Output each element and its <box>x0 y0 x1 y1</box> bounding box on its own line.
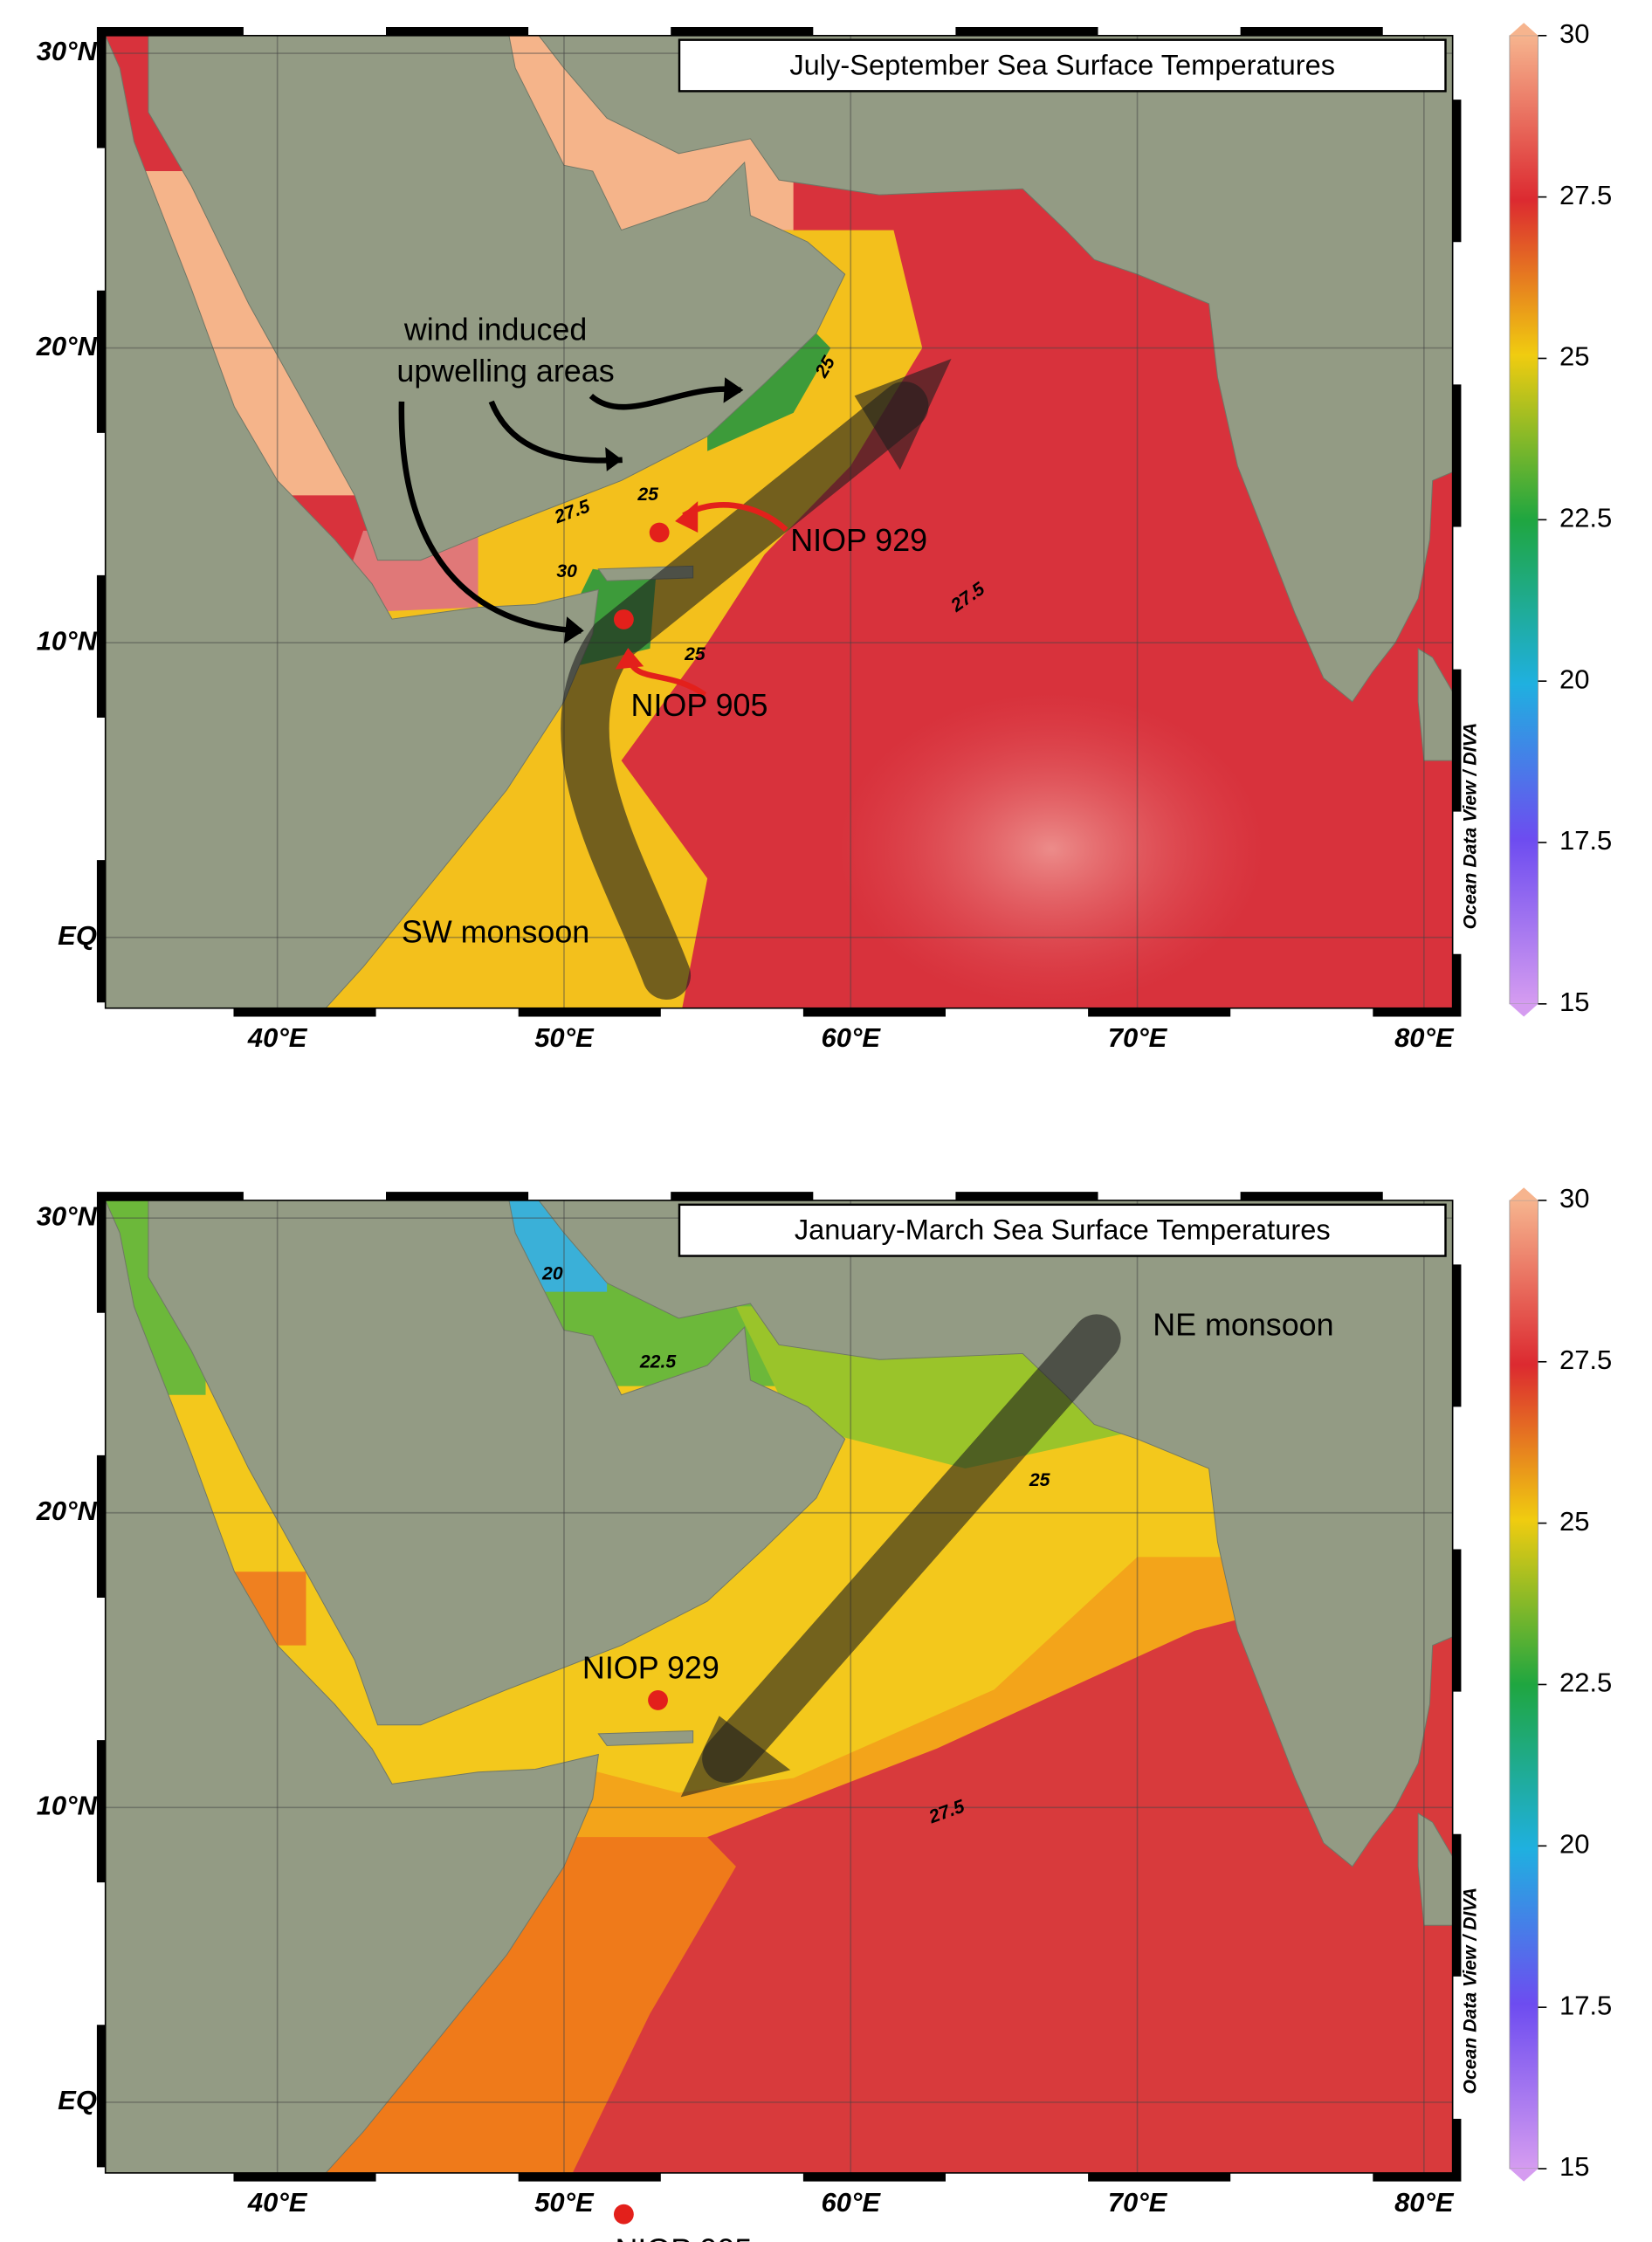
colorbar-label: 17.5 <box>1559 825 1612 856</box>
lon-label: 60°E <box>821 2187 881 2218</box>
colorbar-end <box>1509 23 1538 36</box>
contour-label: 25 <box>684 644 706 664</box>
land <box>1417 648 1453 761</box>
annotation-arrowhead <box>563 616 584 644</box>
lat-label: 10°N <box>37 1791 98 1821</box>
land <box>1417 1812 1453 1926</box>
annotation-arrow <box>589 386 741 410</box>
map-panel: 30°N 20°N 10°N EQ 40°E 50°E 60°E 70°E 80°E Januar… <box>36 1183 1613 2242</box>
monsoon-arrow <box>561 382 929 1000</box>
monsoon-arrowhead <box>854 359 952 471</box>
site-arrowhead <box>615 648 644 670</box>
panel-title: July-September Sea Surface Temperatures <box>789 48 1335 80</box>
colorbar-label: 15 <box>1559 987 1589 1017</box>
site-marker <box>613 609 634 629</box>
lat-label: 10°N <box>37 625 98 656</box>
lat-label: 30°N <box>37 1200 98 1231</box>
colorbar-label: 27.5 <box>1559 1345 1612 1375</box>
title-box <box>678 38 1447 93</box>
map <box>105 35 1453 1008</box>
monsoon-arrowhead <box>680 1716 791 1798</box>
annotation-arrow <box>488 400 623 464</box>
colorbar-label: 30 <box>1559 1183 1589 1214</box>
contour-label: 20 <box>541 1263 563 1283</box>
lon-label: 40°E <box>247 2187 308 2218</box>
colorbar-label: 20 <box>1559 1828 1589 1859</box>
land <box>105 1200 599 2173</box>
land <box>148 1200 846 1726</box>
lon-label: 40°E <box>247 1022 308 1053</box>
site-label: NIOP 905 <box>631 688 768 723</box>
lon-label: 50°E <box>534 2187 595 2218</box>
lat-label: 30°N <box>37 36 98 66</box>
colorbar <box>1509 35 1538 1005</box>
contour-label: 22.5 <box>639 1351 677 1372</box>
colorbar-label: 22.5 <box>1559 503 1612 533</box>
lon-label: 80°E <box>1394 2187 1455 2218</box>
contour-label: 25 <box>637 485 659 505</box>
map-frame <box>96 1192 1462 2182</box>
site-label: NIOP 929 <box>582 1651 719 1686</box>
land <box>105 35 599 1008</box>
annotation-arrow <box>398 401 582 634</box>
lon-label: 80°E <box>1394 1022 1455 1053</box>
site-marker <box>648 1689 668 1710</box>
colorbar-end <box>1509 1187 1538 1200</box>
map-border <box>104 34 1454 1009</box>
lat-label: EQ <box>58 920 97 951</box>
colorbar-label: 25 <box>1559 1506 1589 1537</box>
lon-label: 60°E <box>821 1022 881 1053</box>
contour-label: 25 <box>1029 1470 1051 1490</box>
site-marker <box>649 522 670 543</box>
colorbar-label: 27.5 <box>1559 180 1612 210</box>
colorbar-end <box>1509 2169 1538 2182</box>
annotation-arrowhead <box>723 377 744 403</box>
lon-label: 70°E <box>1108 1022 1168 1053</box>
title-box <box>678 1203 1447 1257</box>
credit: Ocean Data View / DIVA <box>1460 723 1480 930</box>
lat-label: 20°N <box>36 1496 98 1526</box>
monsoon-arrow <box>702 1314 1121 1784</box>
lon-label: 50°E <box>534 1022 595 1053</box>
colorbar-label: 25 <box>1559 341 1589 372</box>
annotation: NE monsoon <box>1153 1308 1333 1343</box>
annotation-arrowhead <box>605 447 623 471</box>
lat-label: EQ <box>58 2085 97 2115</box>
lon-label: 70°E <box>1108 2187 1168 2218</box>
colorbar-label: 22.5 <box>1559 1668 1612 1698</box>
colorbar-end <box>1509 1003 1538 1017</box>
site-label: NIOP 929 <box>790 523 927 558</box>
colorbar-label: 30 <box>1559 18 1589 49</box>
lat-label: 20°N <box>36 331 98 361</box>
land <box>597 1730 694 1746</box>
map-panel: 30°N 20°N 10°N EQ 40°E 50°E 60°E 70°E 80°E July-S… <box>36 18 1613 1053</box>
sst-field <box>837 692 1265 1006</box>
map <box>105 1200 1453 2173</box>
credit: Ocean Data View / DIVA <box>1460 1888 1480 2094</box>
site-marker <box>613 2204 634 2225</box>
annotation: SW monsoon <box>402 914 589 949</box>
colorbar-label: 20 <box>1559 664 1589 694</box>
annotation: wind induced <box>403 313 587 347</box>
site-label: NIOP 905 <box>615 2233 752 2242</box>
land <box>538 35 1453 703</box>
site-arrowhead <box>675 501 699 533</box>
colorbar-label: 15 <box>1559 2151 1589 2182</box>
colorbar <box>1509 1200 1538 2170</box>
map-frame <box>96 26 1462 1017</box>
contour-label: 30 <box>556 561 577 581</box>
sst-field <box>707 318 831 451</box>
land <box>538 1200 1453 1867</box>
panel-title: January-March Sea Surface Temperatures <box>795 1213 1331 1245</box>
annotation: upwelling areas <box>396 354 614 389</box>
land <box>148 35 846 561</box>
colorbar-label: 17.5 <box>1559 1990 1612 2020</box>
map-border <box>104 1200 1454 2174</box>
